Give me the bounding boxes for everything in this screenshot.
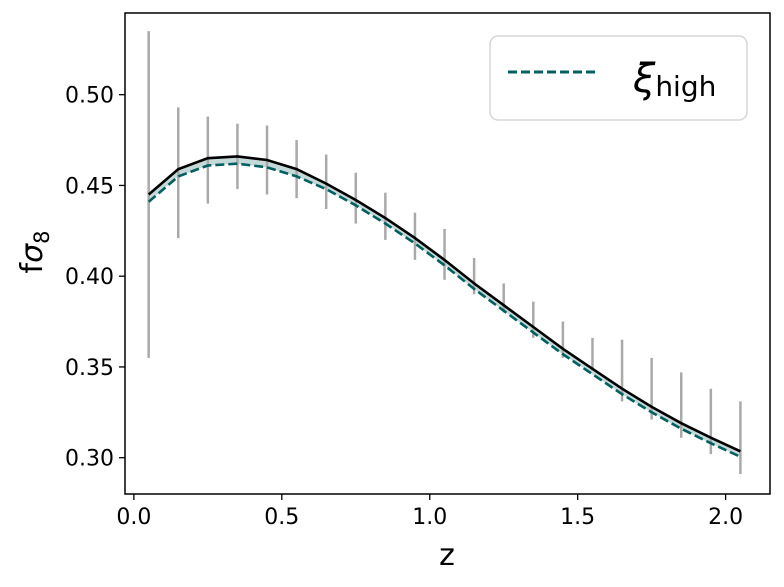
legend-symbol: ξ — [632, 56, 656, 102]
series-line-dashed — [147, 162, 741, 458]
y-tick-label: 0.50 — [65, 84, 114, 109]
x-tick-label: 0.5 — [264, 505, 299, 530]
y-axis: 0.30 0.35 0.40 0.45 0.50 — [65, 84, 125, 472]
y-label-f: f — [15, 261, 50, 273]
svg-text:fσ8: fσ8 — [15, 231, 54, 274]
y-tick-label: 0.40 — [65, 265, 114, 290]
legend-subscript: high — [655, 70, 716, 103]
error-bars — [147, 31, 742, 475]
x-axis-label: z — [439, 538, 455, 573]
legend-box — [489, 35, 748, 121]
legend-label: ξhigh — [632, 56, 716, 103]
x-tick-label: 1.0 — [412, 505, 447, 530]
plot-frame — [124, 12, 771, 495]
x-tick-label: 2.0 — [708, 505, 743, 530]
legend: ξhigh — [489, 35, 748, 121]
y-tick-label: 0.30 — [65, 447, 114, 472]
y-label-subscript: 8 — [30, 231, 54, 244]
y-axis-label: fσ8 — [15, 231, 54, 274]
x-tick-label: 1.5 — [560, 505, 595, 530]
series-line-solid — [147, 155, 741, 453]
x-axis: 0.0 0.5 1.0 1.5 2.0 — [116, 494, 743, 530]
y-label-sigma: σ — [15, 243, 50, 263]
y-tick-label: 0.45 — [65, 174, 114, 199]
x-tick-label: 0.0 — [116, 505, 151, 530]
series-layer — [147, 155, 741, 458]
y-tick-label: 0.35 — [65, 356, 114, 381]
